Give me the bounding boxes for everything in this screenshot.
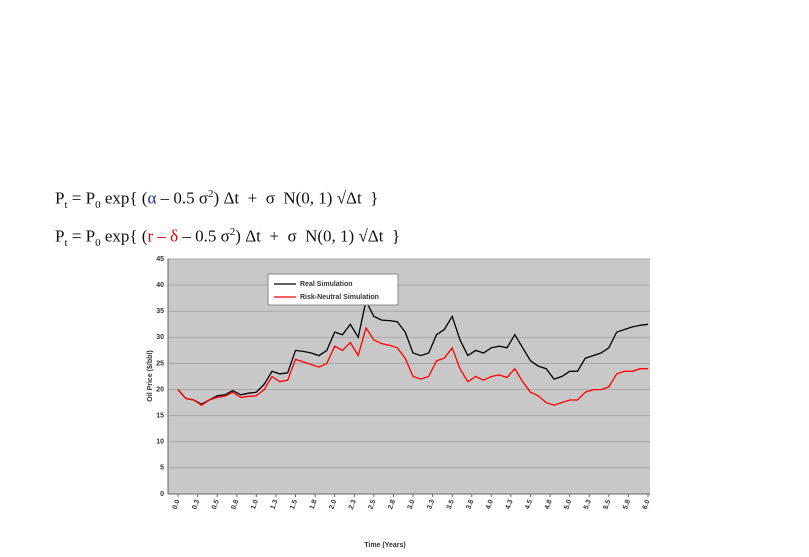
formula: Pt = P0 exp{ (r – δ – 0.5 σ2) Δt + σ N(0… — [55, 226, 400, 249]
y-tick-label: 40 — [156, 282, 164, 289]
x-tick-label: 2.3 — [348, 499, 358, 511]
formula-sub: 0 — [95, 199, 101, 212]
x-tick-label: 5.8 — [622, 499, 632, 511]
x-tick-label: 0.8 — [230, 499, 240, 511]
x-tick-label: 1.5 — [289, 499, 299, 511]
y-tick-label: 15 — [156, 413, 164, 420]
legend-label: Risk-Neutral Simulation — [300, 294, 379, 301]
y-tick-label: 0 — [160, 491, 164, 498]
formula-sub: 0 — [95, 237, 101, 250]
x-tick-label: 4.0 — [485, 499, 495, 511]
x-tick-label: 2.5 — [368, 499, 378, 511]
series-line — [177, 298, 649, 405]
plot-area — [168, 259, 650, 494]
y-tick-label: 10 — [156, 439, 164, 446]
y-tick-label: 25 — [156, 360, 164, 367]
x-tick-label: 5.3 — [583, 499, 593, 511]
y-tick-label: 45 — [156, 256, 164, 263]
legend-box — [267, 273, 399, 306]
x-tick-label: 0.3 — [191, 499, 201, 511]
formula-highlight: α — [147, 188, 157, 208]
formula-text: exp{ ( — [100, 188, 148, 208]
x-tick-label: 5.0 — [563, 499, 573, 511]
formula-text: = P — [67, 188, 96, 208]
x-tick-label: 2.8 — [387, 499, 397, 511]
formula: Pt = P0 exp{ (α – 0.5 σ2) Δt + σ N(0, 1)… — [55, 188, 378, 211]
x-tick-label: 6.0 — [642, 499, 652, 511]
formula-text: – 0.5 σ — [156, 188, 209, 208]
x-tick-label: 2.0 — [328, 499, 338, 511]
y-tick-label: 30 — [156, 334, 164, 341]
x-tick-label: 4.8 — [544, 499, 554, 511]
x-tick-label: 1.8 — [309, 499, 319, 511]
formula-text: P — [55, 188, 65, 208]
x-tick-label: 3.8 — [465, 499, 475, 511]
formula-text: ) Δt + σ N(0, 1) √Δt } — [235, 226, 401, 246]
x-tick-label: 5.5 — [603, 499, 613, 511]
x-tick-label: 3.0 — [407, 499, 417, 511]
formula-highlight: r – δ — [147, 226, 179, 246]
formula-sup: 2 — [229, 226, 236, 238]
formula-sub: t — [64, 199, 68, 212]
legend-label: Real Simulation — [300, 281, 353, 288]
x-tick-label: 4.3 — [505, 499, 515, 511]
y-tick-label: 20 — [156, 386, 164, 393]
formula-sup: 2 — [208, 188, 214, 200]
formula-text: ) Δt + σ N(0, 1) √Δt } — [213, 188, 379, 208]
x-tick-label: 3.3 — [426, 499, 436, 511]
y-tick-label: 35 — [156, 308, 164, 315]
formula-text: – 0.5 σ — [178, 226, 230, 246]
x-tick-label: 1.3 — [270, 499, 280, 511]
x-axis-label: Time (Years) — [364, 542, 406, 549]
y-tick-label: 5 — [160, 465, 164, 472]
formula-text: = P — [67, 226, 96, 246]
x-tick-label: 0.0 — [172, 499, 182, 511]
x-tick-label: 3.5 — [446, 499, 456, 511]
x-tick-label: 0.5 — [211, 499, 221, 511]
formula-text: P — [55, 226, 65, 246]
formula-text: exp{ ( — [100, 226, 148, 246]
formula-sub: t — [64, 237, 68, 250]
x-tick-label: 4.5 — [524, 499, 534, 511]
y-axis-label: Oil Price ($/bbl) — [147, 350, 154, 401]
series-line — [177, 326, 648, 406]
x-tick-label: 1.0 — [250, 499, 260, 511]
